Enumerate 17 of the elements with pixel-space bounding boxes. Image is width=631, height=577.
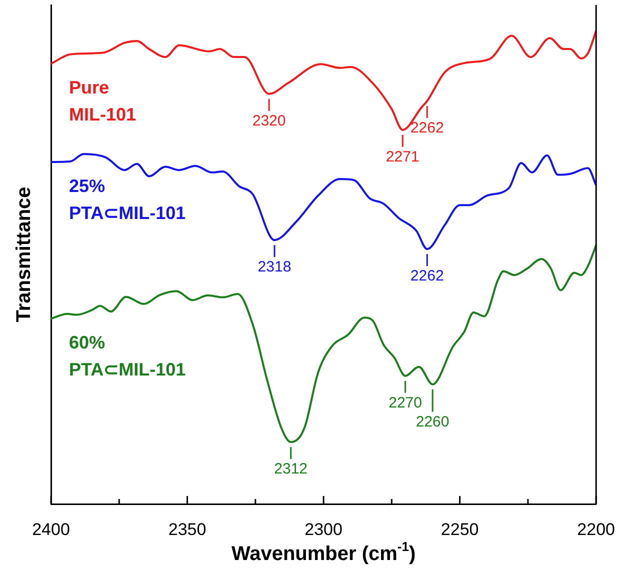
x-tick-label: 2200 xyxy=(577,520,616,539)
annotation: 2271 xyxy=(386,148,420,166)
annotation: 2260 xyxy=(416,413,450,430)
annotation: 2270 xyxy=(388,394,422,412)
annotation: 2318 xyxy=(258,258,292,276)
x-tick-label: 2300 xyxy=(304,520,342,539)
x-tick-label: 2350 xyxy=(168,520,206,539)
series-label: Pure MIL-101 xyxy=(69,78,136,125)
y-axis-title: Transmittance xyxy=(13,186,35,322)
x-tick-label: 2250 xyxy=(440,520,479,539)
series-label: 60% PTA⊂MIL-101 xyxy=(69,332,186,380)
annotation: 2262 xyxy=(410,268,444,285)
x-tick-label: 2400 xyxy=(32,520,70,539)
annotation: 2312 xyxy=(274,460,308,478)
series-label: 25% PTA⊂MIL-101 xyxy=(69,176,186,224)
annotation: 2320 xyxy=(252,112,286,130)
annotation: 2262 xyxy=(410,120,444,137)
